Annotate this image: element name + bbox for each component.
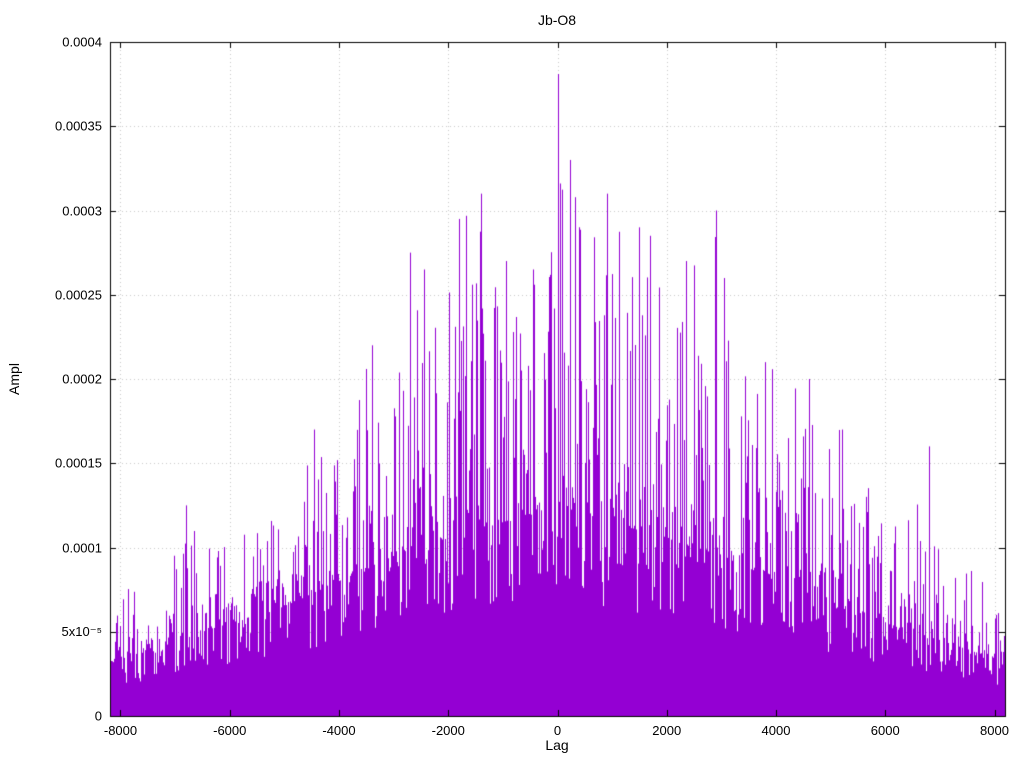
y-tick-label: 0.0002 [62,371,102,387]
y-tick-label: 0.00035 [55,118,102,134]
x-tick-label: 8000 [980,723,1009,738]
y-tick-label: 0.0001 [62,540,102,555]
x-tick-label: 6000 [870,723,900,738]
y-tick-label: 0.00025 [55,287,102,303]
y-tick-label: 5x10⁻⁵ [61,623,102,639]
x-tick-label: -6000 [213,723,247,738]
x-tick-label: -8000 [103,723,138,738]
chart-title: Jb-O8 [537,12,577,28]
y-axis-label: Ampl [6,363,22,395]
x-tick-label: -4000 [322,723,356,738]
x-tick-label: 2000 [652,723,682,738]
x-tick-label: 0 [553,723,562,738]
x-tick-label: 4000 [761,723,791,738]
y-tick-label: 0.0003 [62,203,102,218]
y-tick-label: 0.00015 [55,455,102,471]
x-axis-label: Lag [545,737,569,753]
y-tick-label: 0.0004 [62,34,102,50]
x-tick-label: -2000 [431,723,465,738]
y-tick-label: 0 [94,708,102,724]
